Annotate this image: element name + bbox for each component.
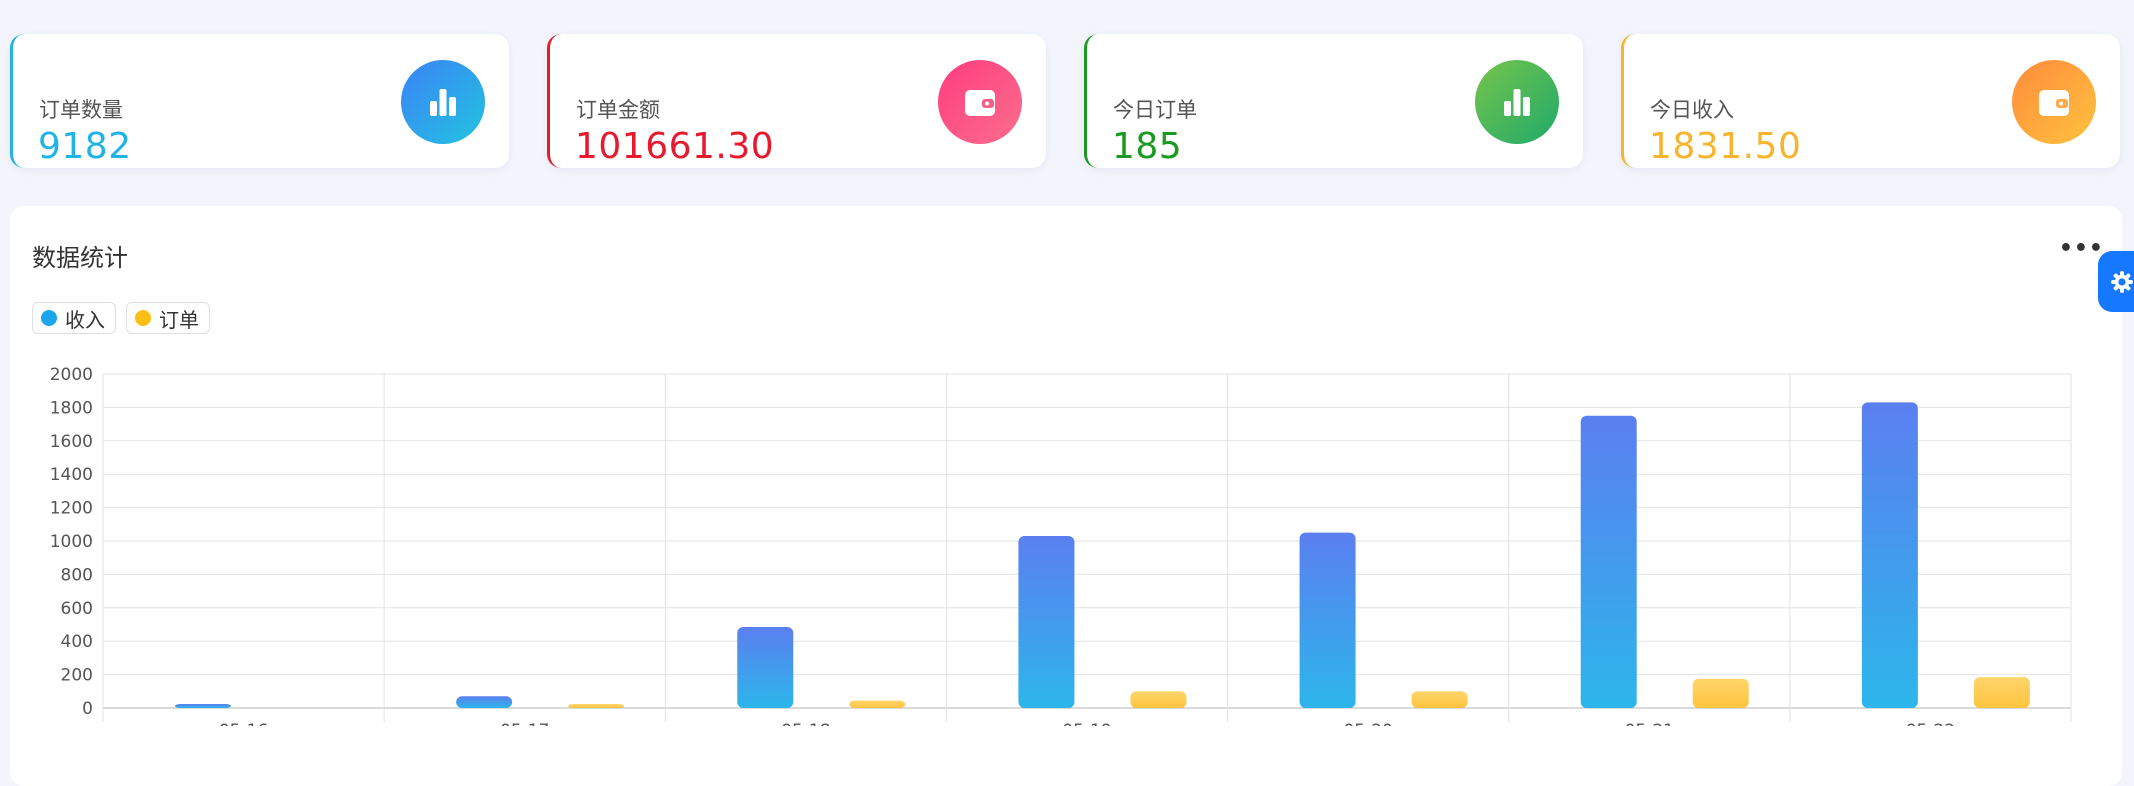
stat-label: 今日订单 (1113, 98, 1197, 122)
stat-value: 185 (1112, 126, 1183, 167)
stat-label: 订单金额 (576, 98, 660, 122)
wallet-icon (2012, 60, 2096, 144)
bar-orders (1973, 677, 2030, 708)
y-tick-label: 800 (61, 565, 93, 585)
y-tick-label: 0 (82, 699, 93, 719)
y-tick-label: 400 (61, 632, 93, 652)
bar-chart: 0 200 400 600 800 1000 1200 1400 1600 1800 2000 05-… (50, 365, 2072, 726)
bar-orders (1692, 678, 1749, 708)
stat-card-today-orders: 今日订单 185 (1084, 34, 1583, 168)
legend-label: 收入 (65, 307, 105, 332)
panel-title: 数据统计 (32, 244, 128, 272)
x-tick-label: 05-21 (1625, 721, 1674, 726)
legend-label: 订单 (159, 307, 199, 332)
bar-orders (1130, 691, 1187, 708)
bar-income (737, 627, 794, 708)
bar-chart-icon (401, 60, 485, 144)
bar-income (175, 704, 231, 708)
x-tick-label: 05-17 (500, 721, 549, 726)
y-tick-label: 1000 (50, 532, 93, 552)
x-tick-label: 05-18 (781, 721, 830, 726)
y-tick-label: 1800 (50, 398, 93, 418)
bar-income (1861, 402, 1918, 708)
y-tick-label: 2000 (50, 365, 93, 385)
bar-income (1580, 415, 1637, 708)
stat-label: 订单数量 (39, 98, 123, 122)
x-tick-label: 05-22 (1906, 721, 1955, 726)
stat-value: 101661.30 (575, 126, 775, 167)
x-tick-label: 05-19 (1062, 721, 1111, 726)
stat-value: 9182 (38, 126, 132, 167)
y-tick-label: 1600 (50, 432, 93, 452)
stat-value: 1831.50 (1649, 126, 1802, 167)
wallet-icon (938, 60, 1022, 144)
y-tick-label: 200 (61, 666, 93, 686)
y-tick-label: 600 (61, 599, 93, 619)
more-menu-button[interactable]: ••• (2058, 236, 2104, 261)
gear-icon (2111, 270, 2133, 293)
data-statistics-panel: 数据统计 ••• 收入 订单 0 200 400 600 800 1000 1200 1400… (10, 206, 2122, 786)
legend-item-orders[interactable]: 订单 (126, 302, 210, 334)
x-tick-label: 05-16 (219, 721, 268, 726)
stat-card-order-count: 订单数量 9182 (10, 34, 509, 168)
y-tick-label: 1200 (50, 499, 93, 519)
settings-button[interactable] (2098, 251, 2134, 312)
bar-orders (849, 700, 906, 708)
bar-income (1018, 535, 1075, 708)
stat-card-order-amount: 订单金额 101661.30 (547, 34, 1046, 168)
legend-dot (41, 310, 57, 326)
x-tick-label: 05-20 (1343, 721, 1392, 726)
bar-chart-icon (1475, 60, 1559, 144)
bar-income (456, 696, 513, 708)
y-tick-label: 1400 (50, 465, 93, 485)
stat-card-today-income: 今日收入 1831.50 (1621, 34, 2120, 168)
legend-item-income[interactable]: 收入 (32, 302, 116, 334)
legend-dot (135, 310, 151, 326)
bar-orders (568, 704, 625, 708)
bar-orders (1411, 691, 1468, 708)
bar-income (1299, 532, 1356, 708)
stat-label: 今日收入 (1650, 98, 1734, 122)
